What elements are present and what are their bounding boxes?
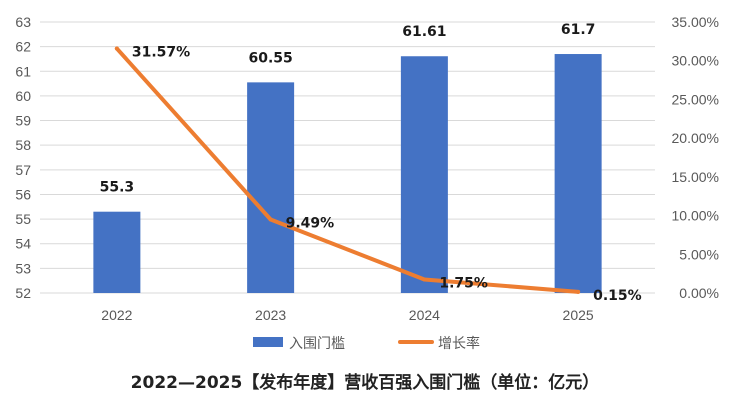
left-axis-tick-label: 56: [15, 186, 31, 202]
left-axis-tick-label: 54: [15, 236, 31, 252]
line-value-label: 31.57%: [132, 45, 190, 61]
line-point: [422, 277, 427, 282]
x-axis-ticks: 2022 2023 2024 2025: [101, 307, 594, 323]
line-value-label: 0.15%: [593, 288, 642, 304]
left-axis-tick-label: 62: [15, 39, 31, 55]
line-point: [114, 46, 119, 51]
left-axis-tick-label: 61: [15, 63, 31, 79]
right-axis-tick-label: 25.00%: [672, 91, 719, 107]
chart-title: 2022—2025【发布年度】营收百强入围门槛（单位：亿元）: [131, 372, 600, 393]
bar: [93, 211, 141, 293]
bar-value-label: 55.3: [100, 180, 135, 196]
right-axis-tick-label: 35.00%: [672, 14, 719, 30]
line-point: [268, 217, 273, 222]
right-axis-ticks: 0.00% 5.00% 10.00% 15.00% 20.00% 25.00% 30.00%…: [672, 14, 719, 301]
gridlines: [40, 21, 655, 294]
line-value-label: 9.49%: [286, 216, 335, 232]
bar: [400, 56, 448, 294]
bar-value-label: 61.7: [561, 22, 596, 38]
right-axis-tick-label: 15.00%: [672, 169, 719, 185]
bar-series: [93, 54, 602, 294]
data-labels: 55.3 60.55 61.61 61.7 31.57% 9.49% 1.75% 0.15%: [100, 22, 642, 304]
legend: 入围门槛 增长率: [253, 335, 480, 352]
right-axis-tick-label: 5.00%: [679, 246, 719, 262]
left-axis-tick-label: 55: [15, 211, 31, 227]
x-axis-tick-label: 2022: [101, 307, 132, 323]
right-axis-tick-label: 30.00%: [672, 53, 719, 69]
line-series: [114, 46, 581, 294]
bar-value-label: 60.55: [248, 50, 292, 66]
legend-line-label: 增长率: [438, 335, 480, 352]
legend-bar-label: 入围门槛: [289, 336, 345, 352]
right-axis-tick-label: 0.00%: [679, 285, 719, 301]
left-axis-tick-label: 60: [15, 88, 31, 104]
legend-bar-swatch: [253, 337, 283, 347]
bar-value-label: 61.61: [402, 24, 446, 40]
right-axis-tick-label: 20.00%: [672, 130, 719, 146]
x-axis-tick-label: 2025: [563, 307, 594, 323]
x-axis-tick-label: 2024: [409, 307, 440, 323]
left-axis-tick-label: 57: [15, 162, 31, 178]
line-value-label: 1.75%: [439, 275, 488, 291]
right-axis-tick-label: 10.00%: [672, 208, 719, 224]
bar: [554, 54, 602, 294]
left-axis-tick-label: 63: [15, 14, 31, 30]
bar: [247, 82, 295, 293]
left-axis-tick-label: 52: [15, 285, 31, 301]
left-axis-tick-label: 53: [15, 260, 31, 276]
left-axis-tick-label: 58: [15, 137, 31, 153]
x-axis-tick-label: 2023: [255, 307, 286, 323]
left-axis-tick-label: 59: [15, 113, 31, 129]
growth-rate-line: [114, 46, 581, 294]
line-point: [576, 289, 581, 294]
left-axis-ticks: 52 53 54 55 56 57 58 59 60 61 62 63: [15, 14, 31, 301]
